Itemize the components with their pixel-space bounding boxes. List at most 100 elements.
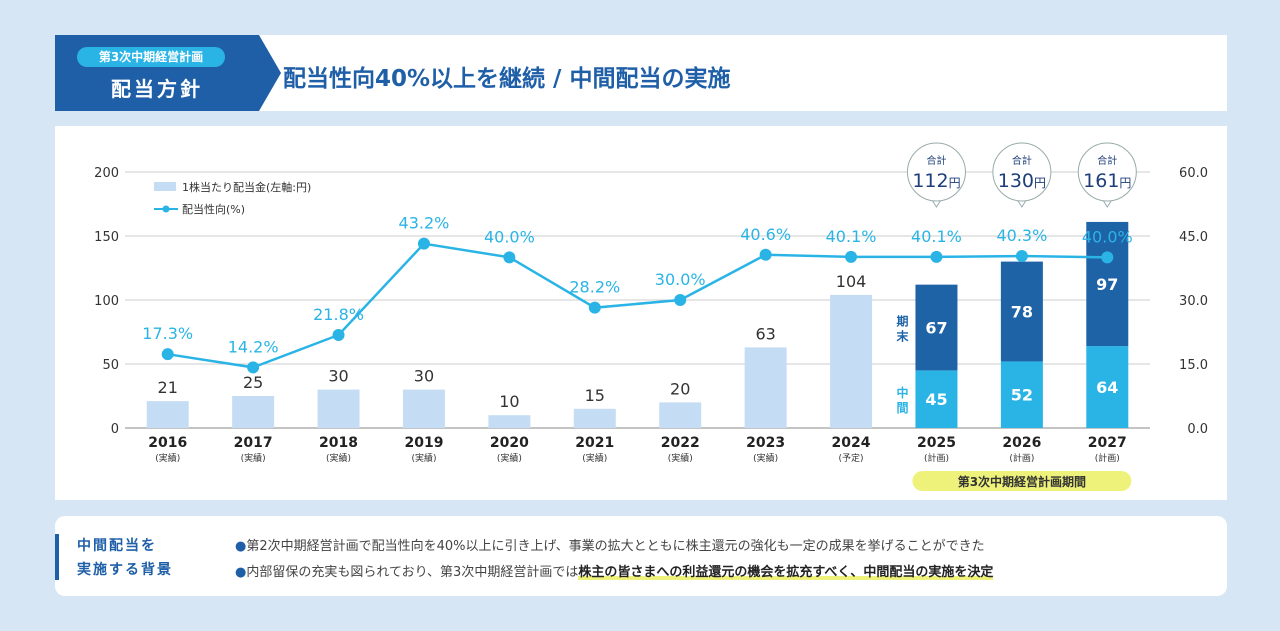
dividend-bar <box>488 415 531 428</box>
total-bubble-joint <box>928 192 945 198</box>
bar-value-label: 10 <box>499 392 519 411</box>
x-tick-note: (計画) <box>1009 452 1034 464</box>
x-tick-label: 2024 <box>832 435 871 451</box>
legend-line-label: 配当性向(%) <box>182 202 245 216</box>
total-value: 112円 <box>912 170 960 192</box>
x-tick-label: 2019 <box>404 435 443 451</box>
payout-ratio-point <box>417 237 430 250</box>
x-tick-label: 2021 <box>575 435 614 451</box>
interim-bar <box>915 370 958 428</box>
total-bubble <box>1077 142 1137 202</box>
final-stack-label: 期 <box>896 314 908 329</box>
payout-ratio-point <box>161 348 174 361</box>
payout-ratio-point <box>845 250 858 263</box>
dividend-bar <box>402 389 445 428</box>
y-left-tick-label: 50 <box>102 358 119 373</box>
dividend-bar <box>232 396 275 428</box>
footer-accent-bar <box>55 534 59 580</box>
x-tick-label: 2027 <box>1088 435 1127 451</box>
payout-ratio-label: 14.2% <box>228 337 279 356</box>
x-tick-note: (実績) <box>497 452 522 464</box>
payout-ratio-label: 40.3% <box>996 226 1047 245</box>
y-left-tick-label: 100 <box>94 294 119 309</box>
payout-ratio-point <box>247 361 260 374</box>
total-prefix: 合計 <box>1012 154 1032 167</box>
x-tick-note: (予定) <box>839 452 864 464</box>
payout-ratio-label: 40.1% <box>826 227 877 246</box>
payout-ratio-label: 40.6% <box>740 225 791 244</box>
x-tick-label: 2017 <box>234 435 273 451</box>
footer-label-line1: 中間配当を <box>77 538 157 554</box>
final-bar <box>915 284 958 371</box>
dividend-chart: 0 0.0 50 15.0 100 30.0 150 45.0 200 60.0 第3次中期経営計画… <box>94 142 1208 491</box>
header: 第3次中期経営計画 配当方針 配当性向40%以上を継続 / 中間配当の実施 <box>55 35 1227 111</box>
y-right-tick-label: 60.0 <box>1179 166 1208 181</box>
x-tick-note: (実績) <box>582 452 607 464</box>
bullet-icon: ● <box>235 539 247 554</box>
payout-ratio-label: 40.1% <box>911 227 962 246</box>
footer-point-2: ●内部留保の充実も図られており、第3次中期経営計画では株主の皆さまへの利益還元の… <box>235 561 994 580</box>
legend-line-marker <box>162 205 170 213</box>
y-right-tick-label: 45.0 <box>1179 230 1208 245</box>
final-value-label: 78 <box>1011 303 1033 322</box>
chart-panel: 0 0.0 50 15.0 100 30.0 150 45.0 200 60.0 第3次中期経営計画… <box>55 126 1227 500</box>
total-bubble-joint <box>1013 192 1030 198</box>
bar-value-label: 21 <box>158 378 178 397</box>
payout-ratio-point <box>674 294 687 306</box>
x-tick-note: (実績) <box>241 452 266 464</box>
payout-ratio-point <box>1101 251 1114 264</box>
x-tick-label: 2026 <box>1002 435 1041 451</box>
bar-value-label: 63 <box>755 324 775 343</box>
y-right-tick-label: 30.0 <box>1179 294 1208 309</box>
bar-value-label: 104 <box>836 272 867 291</box>
total-bubble <box>992 142 1052 202</box>
x-tick-label: 2016 <box>148 435 187 451</box>
footer-panel: 中間配当を 実施する背景 ●第2次中期経営計画で配当性向を40%以上に引き上げ、… <box>55 516 1227 596</box>
final-bar <box>1086 221 1129 347</box>
interim-bar <box>1086 346 1129 428</box>
x-tick-label: 2023 <box>746 435 785 451</box>
x-tick-label: 2020 <box>490 435 529 451</box>
bar-value-label: 20 <box>670 379 690 398</box>
interim-stack-label: 間 <box>896 401 908 415</box>
x-tick-note: (実績) <box>326 452 351 464</box>
footer-point-2-text: 内部留保の充実も図られており、第3次中期経営計画では <box>246 565 579 580</box>
y-left-tick-label: 150 <box>94 230 119 245</box>
footer-point-1: ●第2次中期経営計画で配当性向を40%以上に引き上げ、事業の拡大とともに株主還元… <box>235 535 985 554</box>
payout-ratio-label: 21.8% <box>313 305 364 324</box>
interim-bar <box>1000 361 1043 428</box>
payout-ratio-point <box>588 301 601 314</box>
y-left-tick-label: 0 <box>111 422 119 437</box>
x-tick-label: 2018 <box>319 435 358 451</box>
payout-ratio-label: 28.2% <box>569 278 620 297</box>
total-bubble-joint <box>1099 192 1116 198</box>
legend-bar-swatch <box>154 182 176 191</box>
interim-value-label: 52 <box>1011 386 1033 405</box>
footer-point-2-highlight: 株主の皆さまへの利益還元の機会を拡充すべく、中間配当の実施を決定 <box>578 565 994 580</box>
plan-pill: 第3次中期経営計画 <box>77 47 225 67</box>
dividend-bar <box>830 294 873 428</box>
payout-ratio-point <box>930 250 943 263</box>
total-prefix: 合計 <box>1097 154 1117 167</box>
y-right-tick-label: 0.0 <box>1187 422 1208 437</box>
payout-ratio-point <box>1015 250 1028 263</box>
payout-ratio-label: 40.0% <box>484 227 535 246</box>
x-tick-note: (計画) <box>924 452 949 464</box>
legend-bar-label: 1株当たり配当金(左軸:円) <box>182 180 311 194</box>
payout-ratio-point <box>332 328 345 341</box>
payout-ratio-label: 43.2% <box>399 214 450 233</box>
dividend-bar <box>146 401 189 428</box>
policy-tag-arrow <box>259 35 281 111</box>
x-tick-note: (実績) <box>753 452 778 464</box>
interim-stack-label: 中 <box>896 385 908 400</box>
x-tick-note: (実績) <box>155 452 180 464</box>
interim-value-label: 64 <box>1096 378 1118 397</box>
bar-value-label: 30 <box>414 367 434 386</box>
dividend-bar <box>659 402 702 428</box>
total-value: 161円 <box>1083 170 1131 192</box>
final-stack-label: 末 <box>896 329 909 344</box>
plan-period-label: 第3次中期経営計画期間 <box>958 474 1086 489</box>
payout-ratio-label: 30.0% <box>655 270 706 289</box>
footer-label-line2: 実施する背景 <box>77 562 173 578</box>
payout-ratio-label: 40.0% <box>1082 227 1133 246</box>
